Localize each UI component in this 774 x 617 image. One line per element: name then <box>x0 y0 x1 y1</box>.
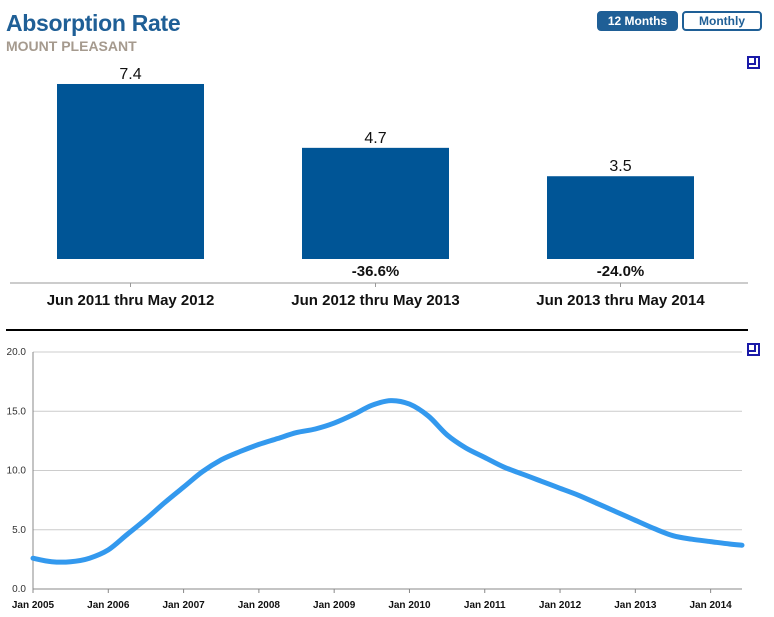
x-tick-label: Jan 2007 <box>162 600 205 611</box>
x-tick-label: Jun 2013 thru May 2014 <box>536 292 705 309</box>
chart-subtitle: MOUNT PLEASANT <box>6 38 137 54</box>
x-tick-label: Jan 2010 <box>388 600 431 611</box>
bar-chart: 7.4 Jun 2011 thru May 2012 4.7 -36.6% Jun 20… <box>10 66 748 309</box>
x-tick-label: Jan 2005 <box>12 600 55 611</box>
bar <box>302 147 449 259</box>
bar <box>547 176 694 259</box>
bar <box>57 83 204 260</box>
y-tick-label: 15.0 <box>7 406 27 417</box>
monthly-button[interactable]: Monthly <box>682 11 762 31</box>
absorption-rate-line <box>30 398 745 565</box>
x-tick-label: Jan 2012 <box>539 600 582 611</box>
bar-value-label: 3.5 <box>609 158 631 175</box>
period-toggle: 12 Months Monthly <box>597 11 762 31</box>
chart-divider <box>6 329 748 331</box>
x-tick-label: Jan 2013 <box>614 600 657 611</box>
y-tick-label: 5.0 <box>12 525 26 536</box>
bar-value-label: 7.4 <box>119 66 141 83</box>
x-tick-label: Jan 2014 <box>689 600 732 611</box>
x-tick-label: Jan 2006 <box>87 600 130 611</box>
y-tick-label: 0.0 <box>12 584 26 595</box>
x-tick-label: Jun 2011 thru May 2012 <box>47 292 215 309</box>
x-tick-label: Jan 2009 <box>313 600 356 611</box>
bar-value-label: 4.7 <box>364 130 386 147</box>
x-tick-label: Jan 2008 <box>238 600 281 611</box>
chart-title: Absorption Rate <box>6 10 181 36</box>
y-tick-label: 10.0 <box>7 466 27 477</box>
12-months-button[interactable]: 12 Months <box>597 11 678 31</box>
expand-icon[interactable] <box>747 56 760 69</box>
x-tick-label: Jun 2012 thru May 2013 <box>291 292 459 309</box>
y-tick-label: 20.0 <box>7 347 27 358</box>
x-tick-label: Jan 2011 <box>464 600 506 611</box>
bar-change-label: -36.6% <box>352 263 400 280</box>
bar-change-label: -24.0% <box>597 263 645 280</box>
expand-icon[interactable] <box>747 343 760 356</box>
